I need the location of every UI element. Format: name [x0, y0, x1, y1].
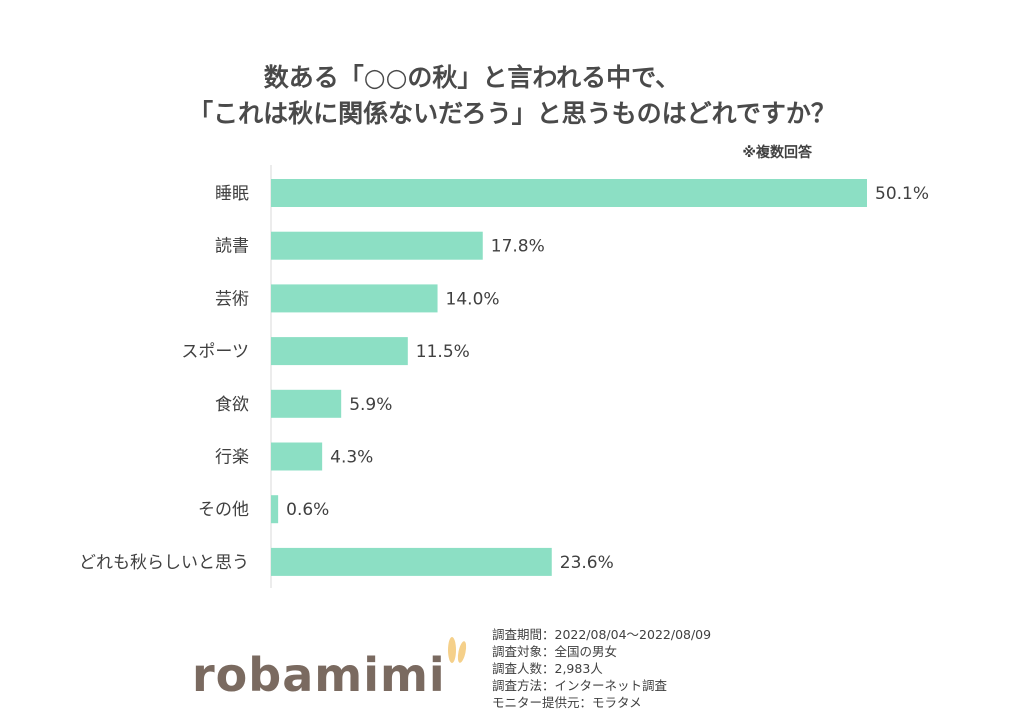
survey-target: 調査対象：全国の男女	[492, 644, 618, 659]
bar-5	[271, 442, 323, 471]
category-label-5: 行楽	[215, 448, 249, 468]
value-label-5: 4.3%	[330, 448, 373, 468]
bar-1	[271, 231, 483, 260]
value-label-0: 50.1%	[875, 184, 929, 204]
robamimi-logo: robamimi	[192, 648, 446, 702]
chart-title-line2: 「これは秋に関係ないだろう」と思うものはどれですか？	[188, 99, 836, 128]
category-label-0: 睡眠	[215, 184, 249, 204]
multiple-answer-note: ※複数回答	[742, 145, 812, 161]
chart-title-line1: 数ある「○○の秋」と言われる中で、	[263, 63, 681, 92]
survey-info: 調査期間：2022/08/04～2022/08/09 調査対象：全国の男女 調査…	[492, 626, 711, 711]
bar-4	[271, 389, 342, 418]
category-label-3: スポーツ	[181, 342, 249, 362]
value-label-3: 11.5%	[416, 342, 470, 362]
survey-count: 調査人数：2,983人	[492, 661, 603, 676]
survey-provider: モニター提供元：モラタメ	[492, 695, 642, 710]
rabbit-ears-icon	[448, 637, 467, 663]
bar-3	[271, 337, 408, 366]
category-label-1: 読書	[215, 237, 249, 257]
chart-title: 数ある「○○の秋」と言われる中で、 「これは秋に関係ないだろう」と思うものはどれ…	[0, 60, 1024, 132]
value-label-2: 14.0%	[446, 289, 500, 309]
value-label-6: 0.6%	[286, 500, 329, 520]
bar-chart: 睡眠 50.1% 読書 17.8% 芸術 14.0% スポーツ 11.5% 食欲 5.9% 行楽 4.…	[79, 165, 929, 588]
category-label-6: その他	[198, 500, 249, 520]
bar-2	[271, 284, 438, 313]
survey-method: 調査方法：インターネット調査	[492, 678, 668, 693]
value-label-1: 17.8%	[491, 237, 545, 257]
survey-period: 調査期間：2022/08/04～2022/08/09	[492, 627, 712, 642]
category-label-2: 芸術	[215, 289, 249, 309]
value-label-4: 5.9%	[349, 395, 392, 415]
category-label-7: どれも秋らしいと思う	[79, 553, 249, 573]
category-label-4: 食欲	[215, 395, 249, 415]
bar-6	[271, 495, 279, 524]
bar-0	[271, 179, 867, 207]
value-label-7: 23.6%	[560, 553, 614, 573]
bar-7	[271, 547, 552, 576]
